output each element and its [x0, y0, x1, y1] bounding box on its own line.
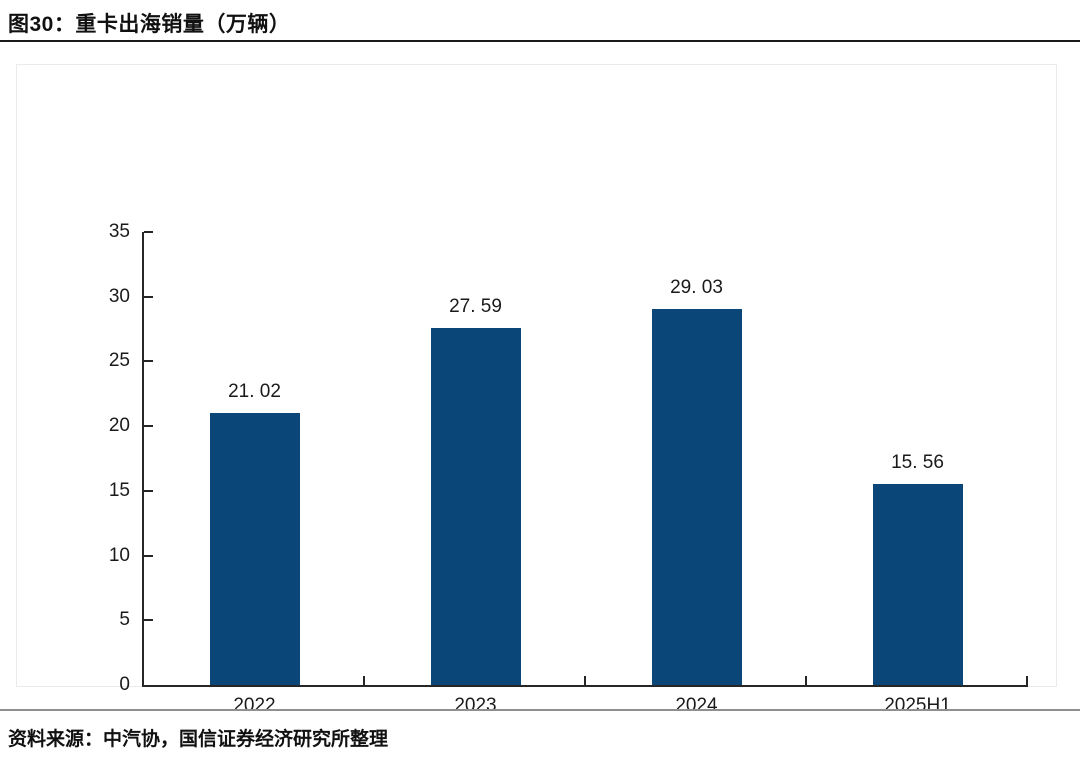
y-axis-tick-label: 25 — [108, 350, 130, 372]
bar-2024 — [651, 309, 742, 685]
y-axis-tick-label: 5 — [119, 609, 130, 631]
bar-value-label: 27. 59 — [449, 295, 502, 317]
bar-2022 — [209, 412, 300, 685]
chart-card: 0 5 10 15 20 25 30 35 21. 02 2022 27. 59 2023 29. 03… — [16, 64, 1057, 716]
bar-2023 — [430, 327, 521, 685]
bar-value-label: 15. 56 — [891, 451, 944, 473]
x-axis-category-label: 2022 — [233, 695, 276, 716]
y-axis-tick — [144, 619, 153, 622]
x-axis-tick — [1026, 676, 1028, 685]
x-axis-tick — [584, 676, 586, 685]
footer-divider — [0, 709, 1080, 711]
title-divider — [0, 40, 1080, 42]
bar-2025H1 — [872, 483, 963, 685]
y-axis-tick — [144, 231, 153, 233]
x-axis-tick — [805, 676, 807, 685]
y-axis-tick-label: 15 — [108, 479, 130, 501]
x-axis-category-label: 2023 — [454, 695, 497, 716]
y-axis-tick — [144, 360, 153, 363]
y-axis-tick-label: 0 — [119, 674, 130, 695]
y-axis-tick-label: 10 — [108, 544, 130, 566]
x-axis-category-label: 2025H1 — [884, 695, 951, 716]
x-axis-tick — [363, 676, 365, 685]
bar-chart-plot: 0 5 10 15 20 25 30 35 21. 02 2022 27. 59 2023 29. 03… — [109, 221, 1028, 716]
y-axis-tick-label: 30 — [108, 285, 130, 307]
y-axis-tick — [144, 425, 153, 428]
y-axis-tick-label: 35 — [108, 221, 130, 242]
bar-value-label: 21. 02 — [228, 380, 281, 402]
y-axis-tick — [144, 489, 153, 492]
x-axis-category-label: 2024 — [675, 695, 718, 716]
y-axis-tick — [144, 295, 153, 298]
source-note: 资料来源：中汽协，国信证券经济研究所整理 — [8, 729, 389, 750]
y-axis-tick-label: 20 — [108, 415, 130, 437]
bar-value-label: 29. 03 — [670, 277, 723, 299]
figure-title: 图30：重卡出海销量（万辆） — [8, 13, 291, 36]
y-axis-tick — [144, 554, 153, 557]
